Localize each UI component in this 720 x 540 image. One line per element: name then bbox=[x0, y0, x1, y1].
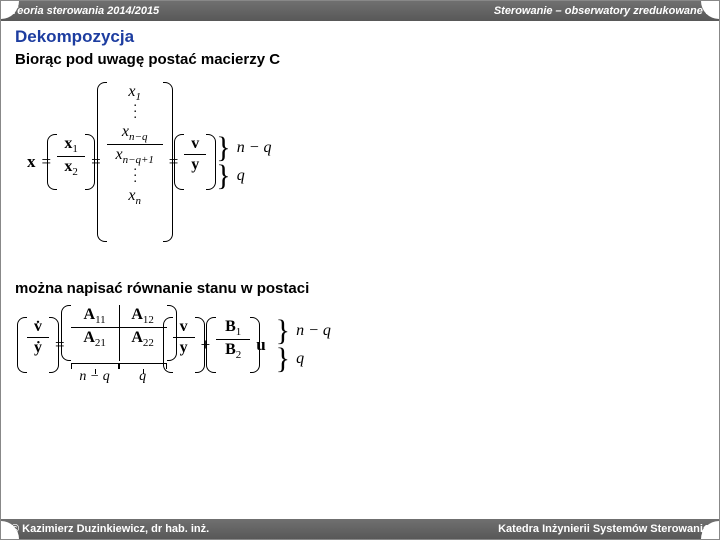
eq2-brace-top: n − q bbox=[296, 322, 331, 340]
intro-text: Biorąc pod uwagę postać macierzy bbox=[15, 51, 269, 68]
header-right: Sterowanie – obserwatory zredukowane I bbox=[494, 5, 709, 17]
footer-right: Katedra Inżynierii Systemów Sterowania bbox=[498, 523, 709, 535]
vdots-2: ··· bbox=[107, 168, 163, 186]
intro-sym: C bbox=[269, 51, 280, 68]
eq2-mid-vec: v y bbox=[173, 317, 195, 373]
transition-line: można napisać równanie stanu w postaci bbox=[15, 280, 705, 297]
eq1-lhs: x bbox=[27, 152, 36, 172]
slide-footer: © Kazimierz Duzinkiewicz, dr hab. inż. K… bbox=[1, 519, 719, 539]
section-title: Dekompozycja bbox=[15, 27, 705, 47]
equation-2: v̇ ẏ = A11 A12 A21 bbox=[27, 305, 705, 415]
slide-body: Dekompozycja Biorąc pod uwagę postać mac… bbox=[1, 21, 719, 519]
eq2-A-matrix: A11 A12 A21 A22 bbox=[71, 305, 167, 361]
eq1-col-big: x1 ··· xn−q xn−q+1 ··· xn bbox=[107, 82, 163, 242]
eq1-brace-top: n − q bbox=[237, 139, 272, 157]
eq1-vec-vy: v y bbox=[184, 134, 206, 190]
vdots-1: ··· bbox=[107, 104, 163, 122]
brace-bot-icon: } bbox=[216, 161, 230, 191]
intro-line: Biorąc pod uwagę postać macierzy C bbox=[15, 51, 705, 68]
equation-1: x = x1 x2 = x1 ··· xn−q xn−q+1 bbox=[27, 82, 705, 252]
eq2-brace-labels: } n − q } q bbox=[276, 317, 331, 373]
eq1-brace-bot: q bbox=[237, 167, 245, 185]
eq2-B-vec: B1 B2 bbox=[216, 317, 250, 373]
brace2-bot-icon: } bbox=[276, 344, 290, 374]
footer-left: © Kazimierz Duzinkiewicz, dr hab. inż. bbox=[11, 523, 209, 535]
eq2-lhs-vec: v̇ ẏ bbox=[27, 317, 49, 373]
slide: Teoria sterowania 2014/2015 Sterowanie –… bbox=[0, 0, 720, 540]
eq1-vec-x1x2: x1 x2 bbox=[57, 134, 85, 190]
slide-header: Teoria sterowania 2014/2015 Sterowanie –… bbox=[1, 1, 719, 21]
eq1-brace-labels: } n − q } q bbox=[216, 134, 271, 190]
eq2-brace-bot: q bbox=[296, 350, 304, 368]
header-left: Teoria sterowania 2014/2015 bbox=[11, 5, 159, 17]
